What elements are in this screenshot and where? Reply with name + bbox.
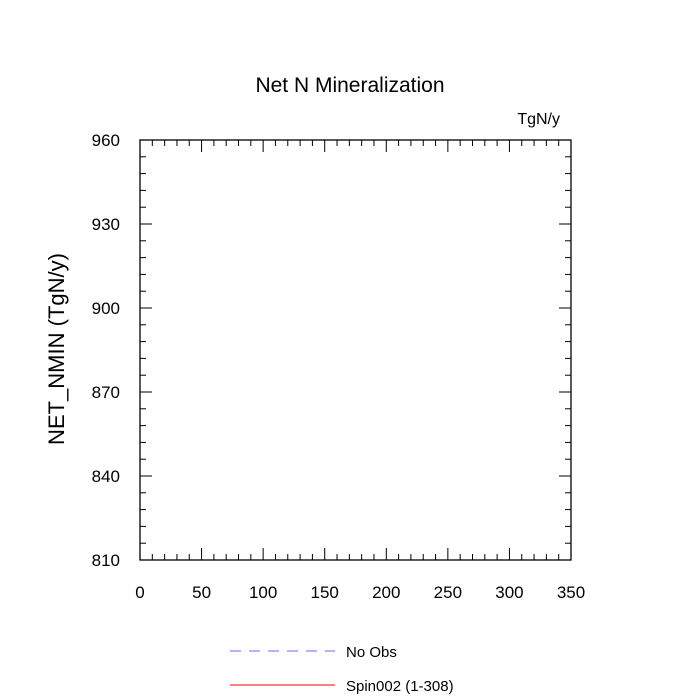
x-tick-label: 0: [135, 583, 144, 602]
plot-frame: [139, 139, 572, 561]
axes: 0 50 100 150 200 250 300 350 810 840 870 900 930 960: [92, 131, 586, 602]
x-tick-label: 150: [311, 583, 339, 602]
x-tick-label: 250: [434, 583, 462, 602]
x-tick-label: 200: [372, 583, 400, 602]
y-tick-label: 930: [92, 215, 120, 234]
x-tick-label: 300: [495, 583, 523, 602]
y-tick-label: 870: [92, 383, 120, 402]
chart-title: Net N Mineralization: [255, 74, 444, 97]
legend-label-no-obs: No Obs: [346, 644, 397, 661]
x-tick-label: 100: [249, 583, 277, 602]
units-label: TgN/y: [517, 111, 560, 128]
y-tick-label: 900: [92, 299, 120, 318]
y-tick-label: 960: [92, 131, 120, 150]
x-tick-label: 50: [192, 583, 211, 602]
y-axis-label: NET_NMIN (TgN/y): [44, 253, 69, 445]
legend-label-spin002: Spin002 (1-308): [346, 678, 454, 695]
legend: No Obs Spin002 (1-308): [230, 644, 454, 695]
y-tick-label: 810: [92, 551, 120, 570]
y-tick-label: 840: [92, 467, 120, 486]
x-tick-label: 350: [557, 583, 585, 602]
